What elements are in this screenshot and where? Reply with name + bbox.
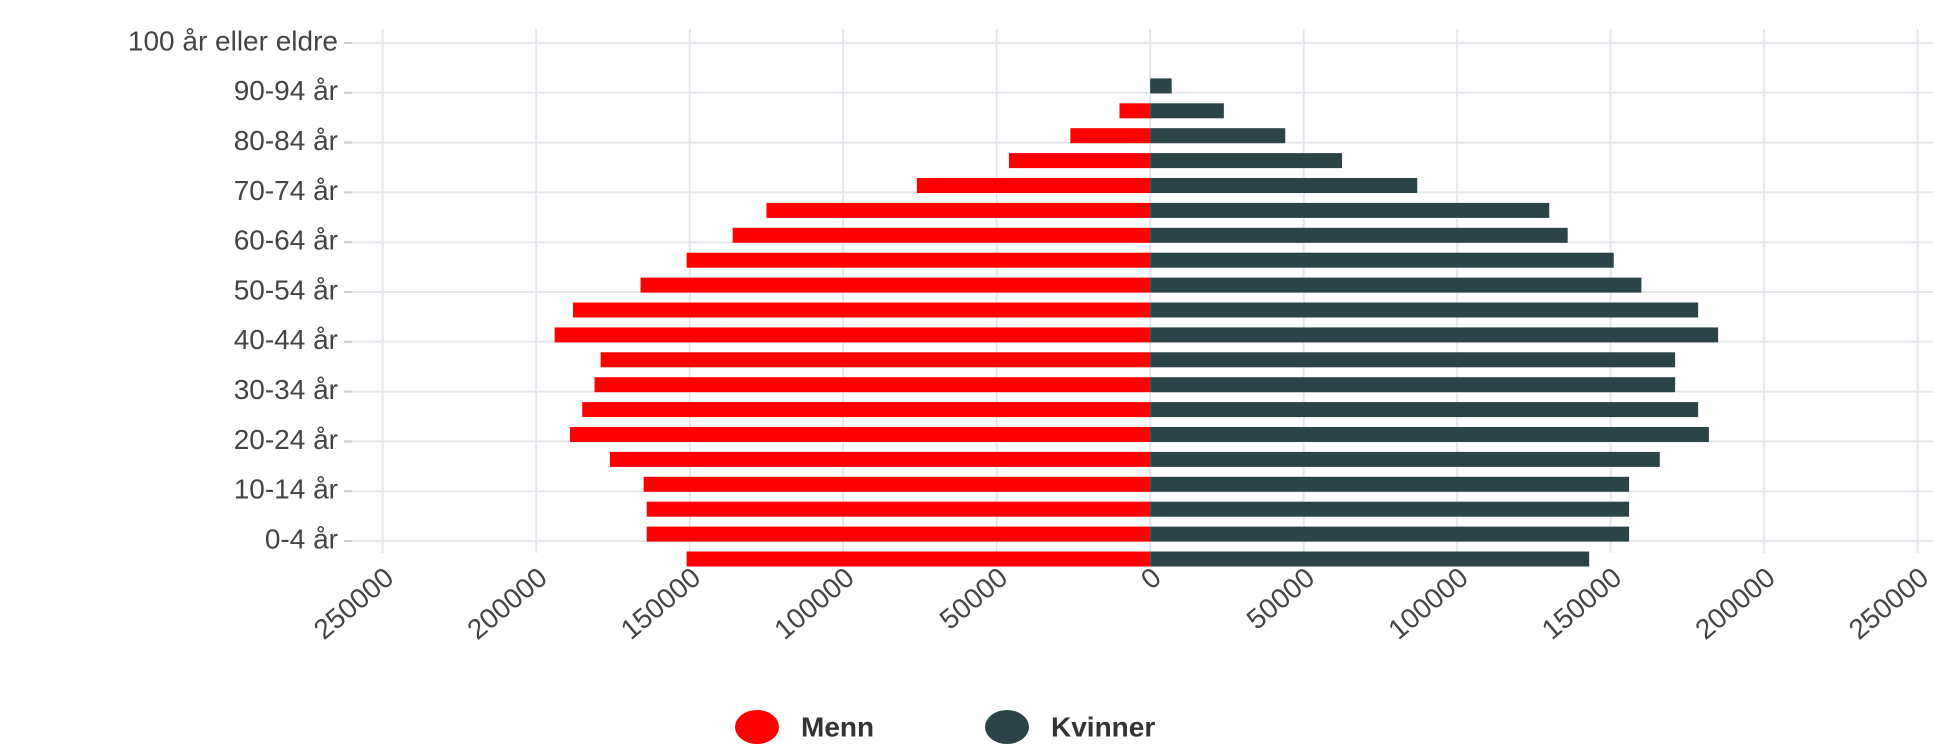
y-tick-label: 20-24 år (234, 424, 338, 455)
y-tick-label: 40-44 år (234, 324, 338, 355)
bar (582, 402, 1151, 418)
bar (1150, 476, 1630, 492)
bar (554, 327, 1151, 343)
bar (1150, 526, 1630, 542)
x-tick-label: 100000 (1382, 562, 1474, 646)
bar (1150, 377, 1676, 393)
bar (1150, 352, 1676, 368)
legend-swatch (985, 710, 1029, 744)
bar (1150, 302, 1699, 318)
bar (1150, 153, 1343, 169)
bar (1150, 451, 1660, 467)
y-tick-label: 90-94 år (234, 75, 338, 106)
y-tick-label: 60-64 år (234, 225, 338, 256)
bar (1150, 202, 1550, 218)
bar (643, 476, 1151, 492)
bar (732, 227, 1151, 243)
bar (1150, 103, 1224, 119)
x-tick-label: 250000 (308, 562, 400, 646)
bar (569, 427, 1151, 442)
legend: Menn Kvinner (735, 710, 1155, 744)
bar (1119, 103, 1151, 119)
bar (1150, 327, 1719, 343)
y-tick-label: 10-14 år (234, 474, 338, 505)
bar (1150, 252, 1614, 268)
x-tick-label: 150000 (615, 562, 707, 646)
bar (1150, 227, 1568, 243)
bar (1150, 501, 1630, 517)
bar (686, 551, 1151, 567)
x-tick-label: 200000 (461, 562, 553, 646)
bar (646, 501, 1151, 517)
y-tick-label: 0-4 år (265, 523, 338, 554)
bar (646, 526, 1151, 542)
bar (1150, 402, 1699, 418)
y-tick-label: 70-74 år (234, 175, 338, 206)
bar (686, 252, 1151, 268)
x-tick-label: 50000 (934, 562, 1014, 636)
x-tick-label: 0 (1135, 562, 1167, 596)
bar (609, 451, 1151, 467)
x-tick-label: 50000 (1241, 562, 1321, 636)
bar (640, 277, 1151, 293)
bar (1150, 78, 1172, 94)
legend-label: Menn (801, 711, 874, 742)
bar (1150, 551, 1590, 567)
bar (1150, 427, 1709, 442)
x-tick-label: 100000 (768, 562, 860, 646)
bar (1150, 277, 1642, 293)
bar (600, 352, 1151, 368)
bar (916, 178, 1151, 193)
bar (594, 377, 1151, 393)
bar (1150, 128, 1286, 144)
x-tick-label: 150000 (1536, 562, 1628, 646)
bar (1008, 153, 1151, 169)
legend-label: Kvinner (1051, 711, 1155, 742)
y-tick-label: 30-34 år (234, 374, 338, 405)
bar (766, 202, 1151, 218)
y-tick-label: 80-84 år (234, 125, 338, 156)
x-tick-label: 250000 (1843, 562, 1933, 646)
bar (1070, 128, 1151, 144)
y-tick-label: 100 år eller eldre (128, 25, 338, 56)
legend-swatch (735, 710, 779, 744)
bar (1150, 178, 1418, 193)
x-tick-label: 200000 (1689, 562, 1781, 646)
y-tick-label: 50-54 år (234, 274, 338, 305)
bar (573, 302, 1151, 318)
